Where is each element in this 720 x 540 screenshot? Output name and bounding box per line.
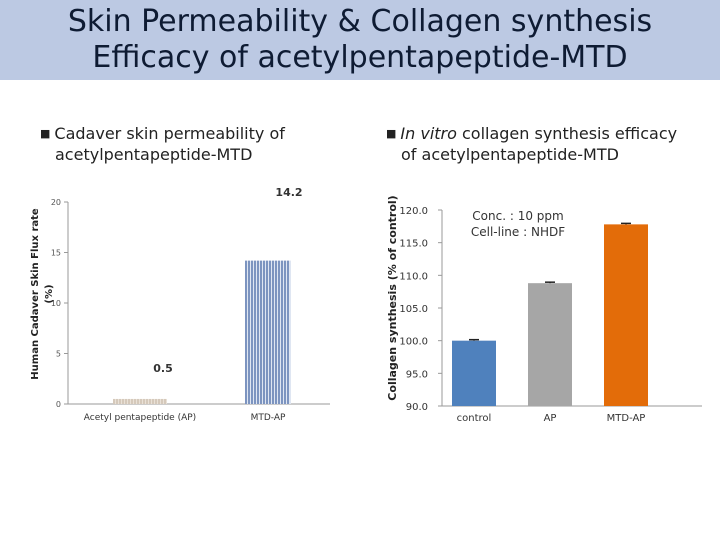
y-axis-label: Human Cadaver Skin Flux rate (30, 208, 41, 380)
right-bullet-italic: In vitro (400, 124, 457, 143)
y-tick-label: 90.0 (406, 402, 428, 413)
data-label: 0.5 (153, 362, 173, 375)
y-tick-label: 15 (51, 249, 61, 258)
bullet-square-icon: ■ (40, 127, 51, 140)
collagen-synthesis-chart: 90.0 95.0 100.0 105.0 110.0 115.0 120.0Collage… (386, 195, 702, 424)
right-bullet-line2: of acetylpentapeptide-MTD (401, 145, 619, 164)
y-tick-label: 120.0 (399, 206, 428, 217)
left-bullet-line2: acetylpentapeptide-MTD (55, 145, 253, 164)
y-tick-label: 20 (51, 198, 61, 207)
slide-title-line2: Efficacy of acetylpentapeptide-MTD (92, 40, 628, 75)
y-axis-label-unit: (%) (44, 284, 55, 303)
x-tick-label: control (457, 413, 492, 424)
bullet-square-icon: ■ (386, 127, 397, 140)
bar (604, 224, 648, 406)
bar (528, 283, 572, 406)
annotation-line1: Conc. : 10 ppm (472, 209, 563, 223)
left-bullet-line1: Cadaver skin permeability of (54, 124, 285, 143)
data-label: 14.2 (275, 186, 302, 199)
bar (452, 340, 496, 406)
y-tick-label: 100.0 (399, 337, 428, 348)
bar (245, 260, 291, 404)
slide-title-line1: Skin Permeability & Collagen synthesis (67, 4, 653, 39)
bar (113, 398, 167, 404)
right-bullet-line1: collagen synthesis efficacy (456, 124, 678, 143)
skin-flux-chart: 0 5 10 15 20 Human Cadaver Skin Flux rate (%) A… (30, 186, 330, 423)
bar-fill (245, 260, 291, 404)
y-axis-label: Collagen synthesis (% of control) (386, 195, 399, 400)
bar-fill (113, 398, 167, 404)
y-tick-label: 110.0 (399, 271, 428, 282)
annotation-line2: Cell-line : NHDF (471, 225, 565, 239)
title-band: Skin Permeability & Collagen synthesis E… (0, 0, 720, 80)
y-tick-label: 105.0 (399, 304, 428, 315)
y-tick-label: 10 (51, 299, 61, 308)
x-tick-label: Acetyl pentapeptide (AP) (84, 413, 196, 423)
x-tick-label: AP (544, 413, 557, 424)
left-bullet: ■ Cadaver skin permeability of acetylpent… (40, 123, 285, 165)
x-tick-label: MTD-AP (251, 413, 286, 423)
right-bullet: ■ In vitro collagen synthesis efficacy of… (386, 123, 677, 165)
y-tick-label: 5 (56, 350, 61, 359)
x-tick-label: MTD-AP (607, 413, 646, 424)
y-tick-label: 0 (56, 400, 61, 409)
y-tick-label: 95.0 (406, 369, 428, 380)
y-tick-label: 115.0 (399, 239, 428, 250)
